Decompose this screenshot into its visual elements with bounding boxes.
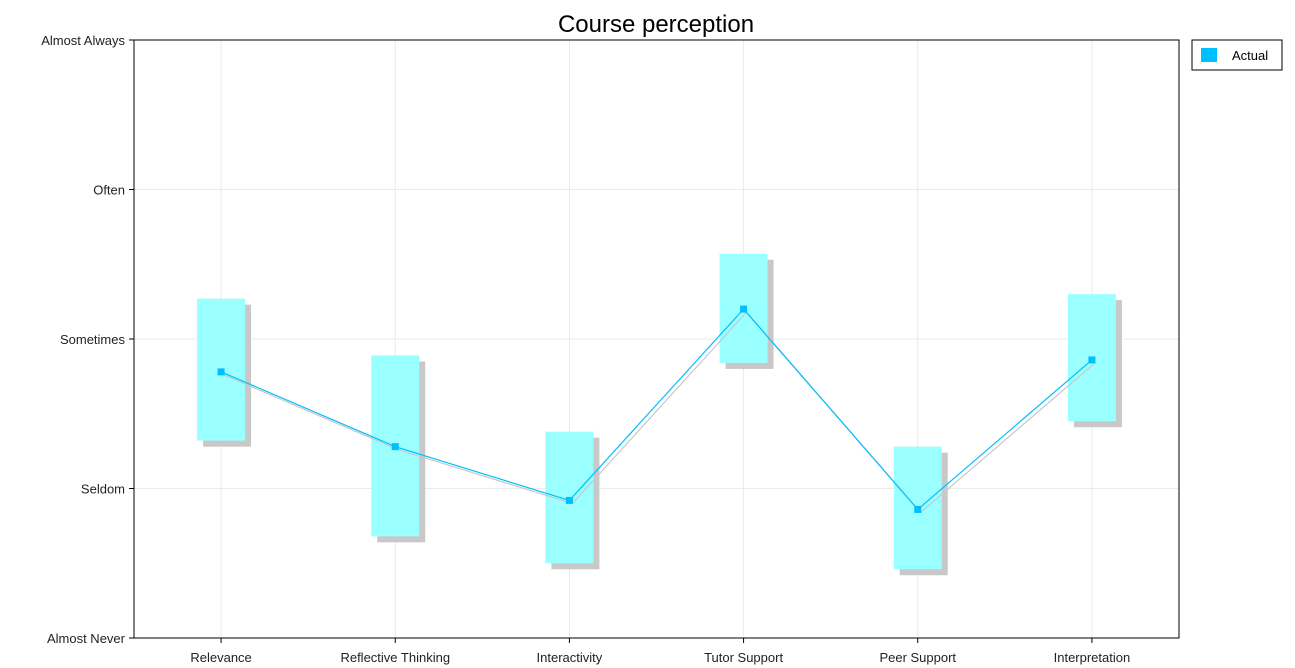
data-point xyxy=(391,443,399,451)
data-point xyxy=(565,496,573,504)
grid-lines xyxy=(134,40,1179,638)
legend-label-actual: Actual xyxy=(1232,48,1268,63)
series-lines xyxy=(220,308,1096,514)
y-tick-label: Seldom xyxy=(81,482,125,497)
x-tick-label: Reflective Thinking xyxy=(340,650,450,665)
x-tick-label: Interactivity xyxy=(537,650,603,665)
x-tick-label: Tutor Support xyxy=(704,650,783,665)
y-tick-label: Almost Never xyxy=(47,631,126,646)
data-point xyxy=(914,505,922,513)
legend-swatch-actual xyxy=(1201,48,1217,62)
series-line-shadow xyxy=(223,311,1096,514)
series-line-actual xyxy=(220,308,1093,511)
x-tick-label: Peer Support xyxy=(879,650,956,665)
y-tick-label: Almost Always xyxy=(41,33,125,48)
range-boxes xyxy=(197,253,1122,576)
data-point xyxy=(217,368,225,376)
y-axis-ticks: Almost Never Seldom Sometimes Often Almost A… xyxy=(41,33,134,646)
data-point xyxy=(740,305,748,313)
chart-title: Course perception xyxy=(558,11,754,38)
x-tick-label: Relevance xyxy=(190,650,251,665)
y-tick-label: Sometimes xyxy=(60,332,126,347)
x-tick-label: Interpretation xyxy=(1054,650,1131,665)
y-tick-label: Often xyxy=(93,183,125,198)
legend: Actual xyxy=(1191,39,1283,71)
data-points xyxy=(217,305,1096,513)
data-point xyxy=(1088,356,1096,364)
x-axis-ticks: Relevance Reflective Thinking Interactivit… xyxy=(190,638,1130,665)
